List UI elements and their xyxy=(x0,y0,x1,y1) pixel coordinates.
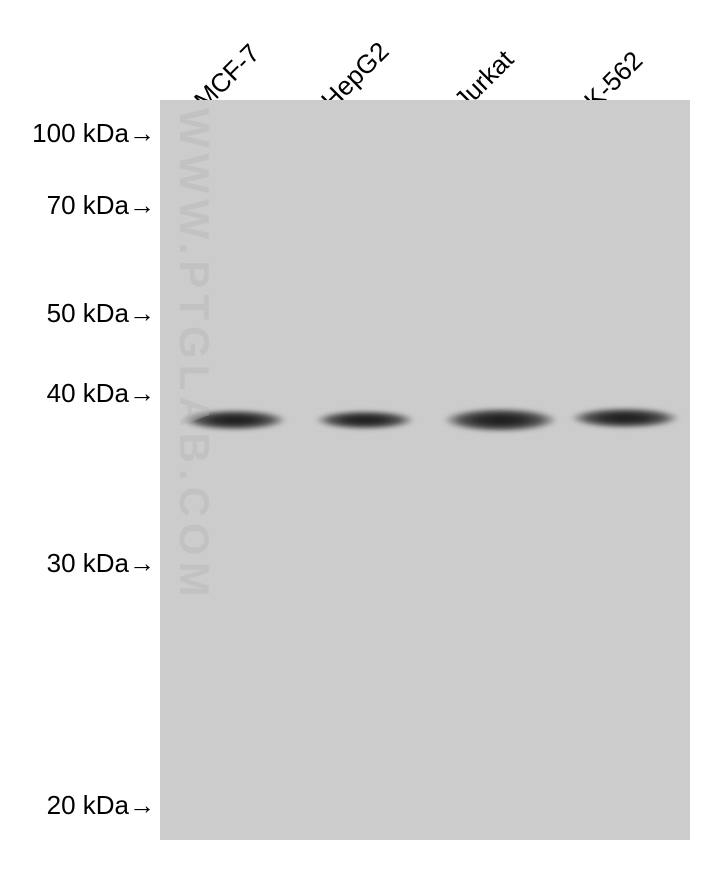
blot-container: MCF-7 HepG2 Jurkat K-562 100 kDa→ 70 kDa… xyxy=(0,0,720,880)
marker-label-70: 70 kDa→ xyxy=(47,190,155,221)
blot-inner xyxy=(160,100,690,840)
band-lane3 xyxy=(443,405,558,435)
marker-label-40: 40 kDa→ xyxy=(47,378,155,409)
marker-labels-group: 100 kDa→ 70 kDa→ 50 kDa→ 40 kDa→ 30 kDa→… xyxy=(0,100,155,840)
marker-label-50: 50 kDa→ xyxy=(47,298,155,329)
band-lane2 xyxy=(315,408,415,432)
blot-membrane xyxy=(160,100,690,840)
marker-label-100: 100 kDa→ xyxy=(32,118,155,149)
band-lane1 xyxy=(182,407,287,433)
marker-label-20: 20 kDa→ xyxy=(47,790,155,821)
marker-label-30: 30 kDa→ xyxy=(47,548,155,579)
band-lane4 xyxy=(570,405,680,431)
lane-labels-group: MCF-7 HepG2 Jurkat K-562 xyxy=(160,20,690,100)
